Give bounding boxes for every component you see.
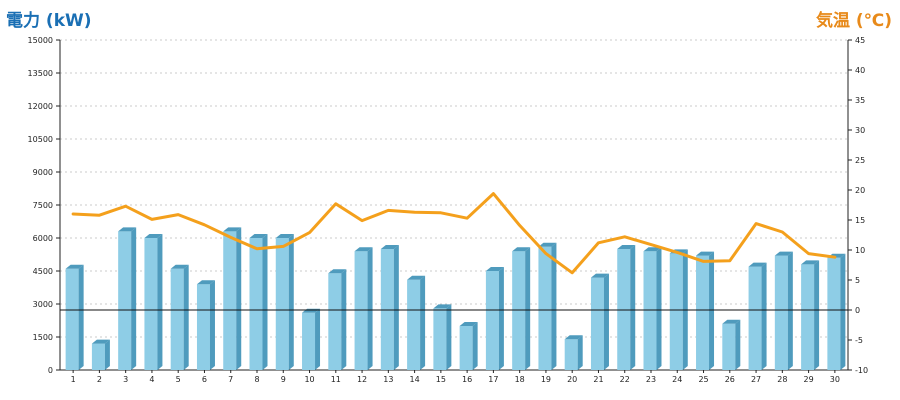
bar [249,234,268,370]
left-tick-label: 15000 [28,36,53,45]
left-tick-label: 0 [48,366,53,375]
bar [643,247,662,370]
bar [459,322,478,370]
bar [223,227,242,370]
bar [275,234,294,370]
left-tick-label: 3000 [33,300,53,309]
left-tick-label: 10500 [28,135,53,144]
x-tick-label: 24 [672,375,682,384]
x-tick-label: 8 [254,375,259,384]
x-tick-label: 14 [410,375,420,384]
x-tick-label: 29 [804,375,814,384]
x-tick-label: 2 [97,375,102,384]
x-tick-label: 20 [567,375,577,384]
right-tick-label: 10 [855,246,865,255]
left-tick-label: 9000 [33,168,53,177]
bar [354,247,373,370]
x-tick-label: 28 [777,375,787,384]
bar [512,247,531,370]
right-tick-label: 0 [855,306,860,315]
x-tick-label: 5 [176,375,181,384]
bar [302,308,321,370]
left-tick-label: 4500 [33,267,53,276]
right-tick-label: 25 [855,156,865,165]
bar [170,264,189,370]
right-axis-title: 気温 (℃) [815,11,892,31]
x-tick-label: 16 [462,375,472,384]
x-tick-label: 12 [357,375,367,384]
x-tick-label: 17 [488,375,498,384]
x-tick-label: 18 [515,375,525,384]
x-tick-label: 7 [228,375,233,384]
bar [801,260,820,370]
right-tick-label: 40 [855,66,865,75]
left-tick-label: 13500 [28,69,53,78]
x-tick-label: 6 [202,375,207,384]
x-tick-label: 15 [436,375,446,384]
left-tick-label: 7500 [33,201,53,210]
right-tick-label: 45 [855,36,865,45]
bar [827,253,846,370]
right-tick-label: 20 [855,186,865,195]
bar [774,251,793,370]
left-tick-label: 6000 [33,234,53,243]
bar [485,267,504,370]
temperature-line [71,192,837,275]
x-tick-label: 3 [123,375,128,384]
x-tick-label: 27 [751,375,761,384]
bar [564,335,583,370]
x-tick-label: 1 [71,375,76,384]
right-tick-label: 35 [855,96,865,105]
bar [380,245,399,370]
bar [328,269,347,370]
right-tick-label: 5 [855,276,860,285]
x-tick-label: 4 [149,375,154,384]
bar [407,275,426,370]
bar [722,319,741,370]
bar [91,339,110,370]
left-tick-label: 1500 [33,333,53,342]
bar [196,280,215,370]
x-tick-label: 11 [331,375,341,384]
x-tick-label: 10 [304,375,314,384]
x-tick-label: 21 [593,375,603,384]
right-tick-label: 30 [855,126,865,135]
right-tick-label: -10 [855,366,868,375]
bar [65,264,84,370]
x-tick-label: 26 [725,375,735,384]
x-tick-label: 9 [281,375,286,384]
bar [590,273,609,370]
left-tick-label: 12000 [28,102,53,111]
x-tick-label: 25 [698,375,708,384]
bar [118,227,137,370]
right-tick-label: 15 [855,216,865,225]
x-tick-label: 23 [646,375,656,384]
bar [538,242,557,370]
left-axis-title: 電力 (kW) [6,11,92,31]
right-tick-label: -5 [855,336,863,345]
bar [748,262,767,370]
x-tick-label: 22 [620,375,630,384]
bar [433,304,452,370]
bar [144,234,163,370]
x-tick-label: 19 [541,375,551,384]
bar [617,245,636,370]
x-tick-label: 30 [830,375,840,384]
x-tick-label: 13 [383,375,393,384]
bar [696,251,715,370]
